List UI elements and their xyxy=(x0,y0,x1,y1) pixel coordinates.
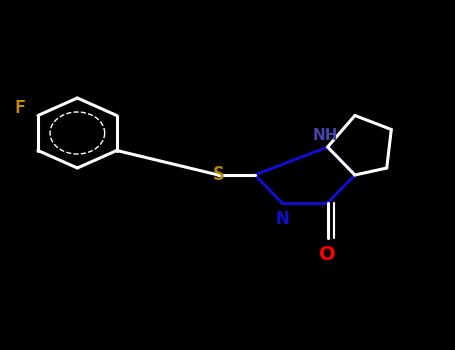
Text: NH: NH xyxy=(313,128,338,143)
Text: F: F xyxy=(14,99,25,118)
Text: O: O xyxy=(319,245,336,264)
Text: S: S xyxy=(212,166,224,184)
Text: N: N xyxy=(275,210,289,228)
